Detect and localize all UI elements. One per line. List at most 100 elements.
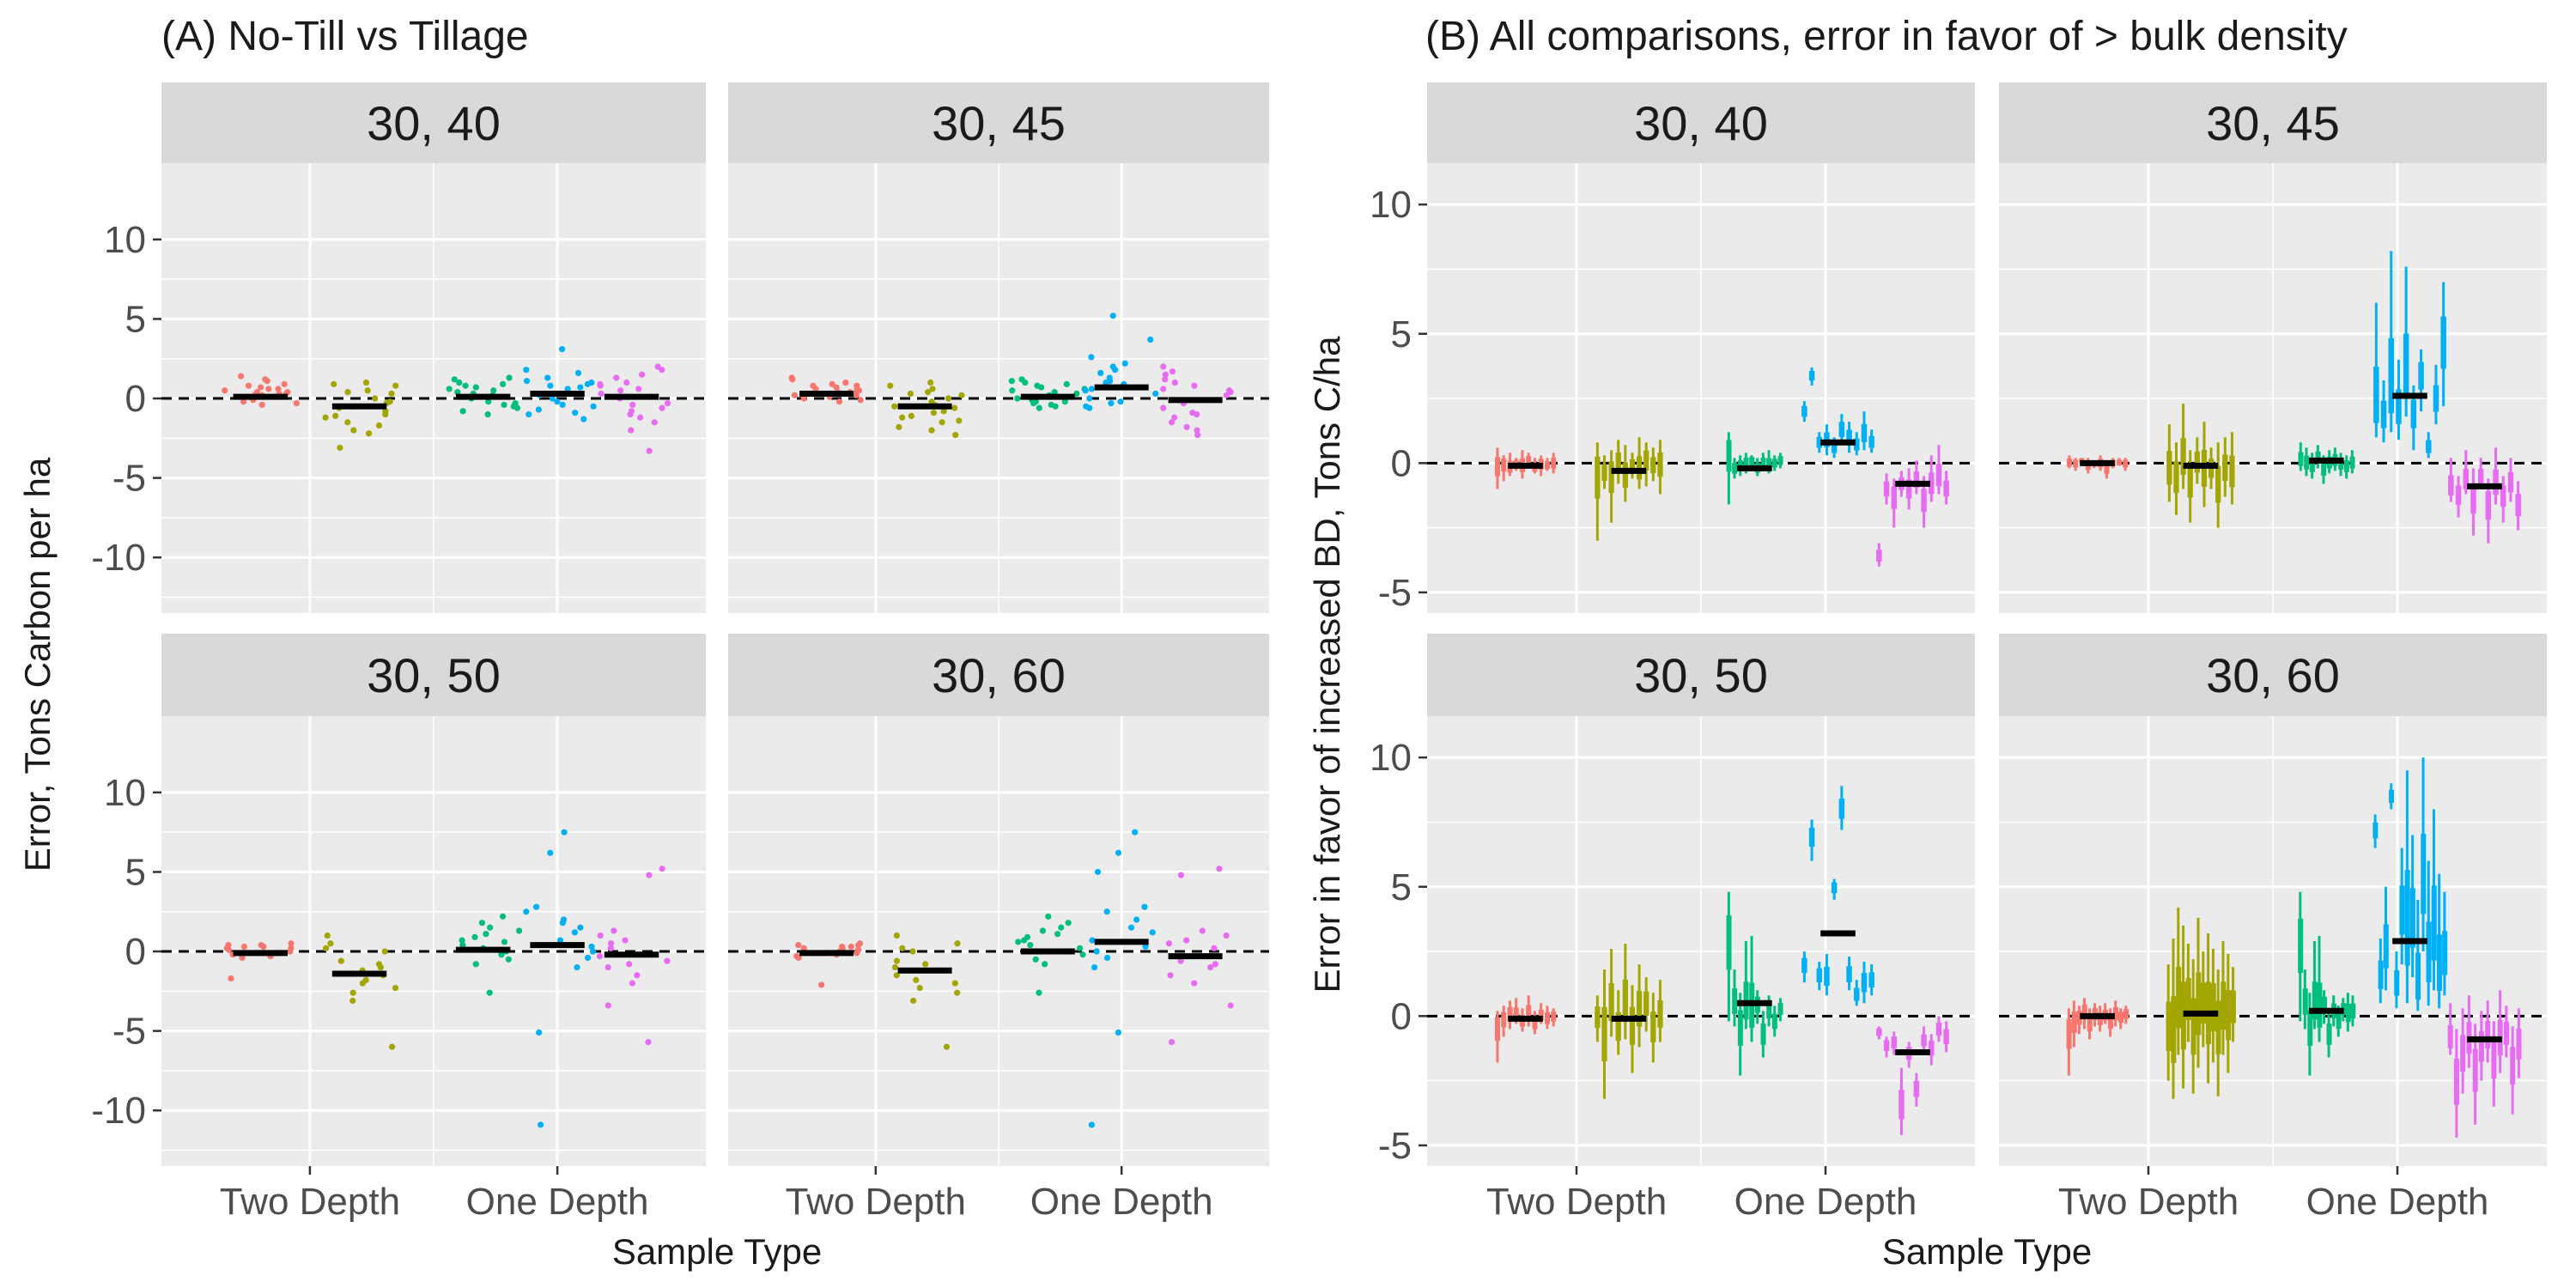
- data-point: [1191, 382, 1198, 389]
- facet-strip: [161, 82, 706, 163]
- data-point: [1168, 419, 1176, 426]
- data-point: [1167, 972, 1174, 979]
- data-point: [922, 961, 929, 968]
- data-point: [1103, 908, 1110, 915]
- data-point: [605, 963, 611, 971]
- data-point: [951, 980, 958, 987]
- box: [1899, 1090, 1905, 1120]
- box: [2298, 918, 2304, 974]
- data-point: [483, 931, 489, 938]
- data-point: [1082, 387, 1089, 394]
- y-axis-title: Error in favor of increased BD, Tons C/h…: [1307, 336, 1347, 993]
- data-point: [337, 957, 344, 964]
- data-point: [627, 410, 634, 418]
- data-point: [605, 1002, 611, 1009]
- box: [2507, 471, 2514, 493]
- data-point: [909, 997, 917, 1005]
- series: [1494, 995, 1557, 1063]
- box: [2447, 1024, 2453, 1048]
- data-point: [1183, 423, 1190, 430]
- data-point: [1042, 961, 1048, 968]
- x-tick-label: Two Depth: [2058, 1181, 2239, 1223]
- data-point: [1165, 940, 1173, 947]
- data-point: [265, 386, 272, 392]
- data-point: [853, 392, 860, 398]
- data-point: [462, 382, 469, 389]
- box: [2229, 455, 2235, 488]
- series: [1726, 891, 1783, 1076]
- data-point: [523, 908, 530, 915]
- box: [2433, 385, 2439, 412]
- x-axis-title: Sample Type: [612, 1231, 822, 1272]
- data-point: [260, 943, 267, 951]
- facet-label: 30, 60: [932, 648, 1066, 702]
- series: [523, 829, 597, 1128]
- series: [2447, 990, 2522, 1138]
- box: [2302, 988, 2308, 1015]
- data-point: [628, 427, 635, 434]
- box: [1726, 440, 1732, 472]
- box: [1595, 456, 1601, 499]
- data-point: [854, 386, 860, 392]
- box: [2378, 960, 2384, 989]
- data-point: [362, 379, 370, 386]
- data-point: [350, 427, 357, 434]
- data-point: [1039, 927, 1047, 934]
- data-point: [659, 404, 665, 411]
- facet-label: 30, 50: [367, 648, 501, 702]
- data-point: [1171, 414, 1178, 421]
- data-point: [1079, 951, 1086, 958]
- y-tick-label: 5: [125, 298, 146, 340]
- data-point: [899, 945, 906, 951]
- series: [2372, 757, 2448, 1012]
- data-point: [956, 417, 963, 424]
- data-point: [887, 382, 894, 389]
- data-point: [366, 430, 373, 437]
- data-point: [1086, 404, 1093, 411]
- data-point: [1094, 868, 1102, 876]
- data-point: [928, 398, 935, 405]
- data-point: [556, 937, 564, 944]
- data-point: [559, 401, 566, 409]
- facet: 30, 50 -10 -5 0 5 10 Two Depth One Depth: [91, 634, 706, 1223]
- data-point: [597, 380, 604, 387]
- series: [2166, 404, 2235, 528]
- data-point: [547, 382, 554, 389]
- data-point: [954, 989, 961, 996]
- box: [2394, 970, 2400, 996]
- data-point: [800, 945, 807, 951]
- data-point: [907, 390, 914, 398]
- data-point: [1108, 399, 1115, 407]
- data-point: [526, 410, 532, 418]
- data-point: [324, 932, 331, 939]
- series: [1165, 866, 1234, 1046]
- data-point: [607, 945, 614, 951]
- data-point: [1216, 866, 1223, 872]
- box: [1608, 461, 1614, 493]
- data-point: [1027, 942, 1034, 949]
- data-point: [392, 382, 399, 389]
- series: [1801, 786, 1874, 1006]
- facet: 30, 60 Two Depth One Depth: [1999, 634, 2547, 1223]
- data-point: [639, 371, 646, 378]
- box: [2460, 1035, 2466, 1072]
- data-point: [478, 920, 486, 927]
- data-point: [499, 913, 507, 920]
- y-tick-label: -5: [1378, 1125, 1412, 1167]
- data-point: [1088, 386, 1096, 392]
- series: [2166, 907, 2236, 1099]
- data-point: [1088, 1121, 1095, 1128]
- box: [2388, 337, 2394, 414]
- y-tick-label: 10: [104, 219, 146, 261]
- data-point: [1194, 432, 1201, 439]
- data-point: [386, 398, 393, 405]
- data-point: [943, 1043, 951, 1050]
- x-axis-title: Sample Type: [1882, 1231, 2092, 1272]
- data-point: [1086, 395, 1093, 402]
- box: [2448, 475, 2454, 495]
- box: [2500, 485, 2506, 507]
- data-point: [1097, 369, 1104, 377]
- data-point: [857, 397, 864, 404]
- data-point: [626, 961, 633, 968]
- box: [2171, 996, 2177, 1063]
